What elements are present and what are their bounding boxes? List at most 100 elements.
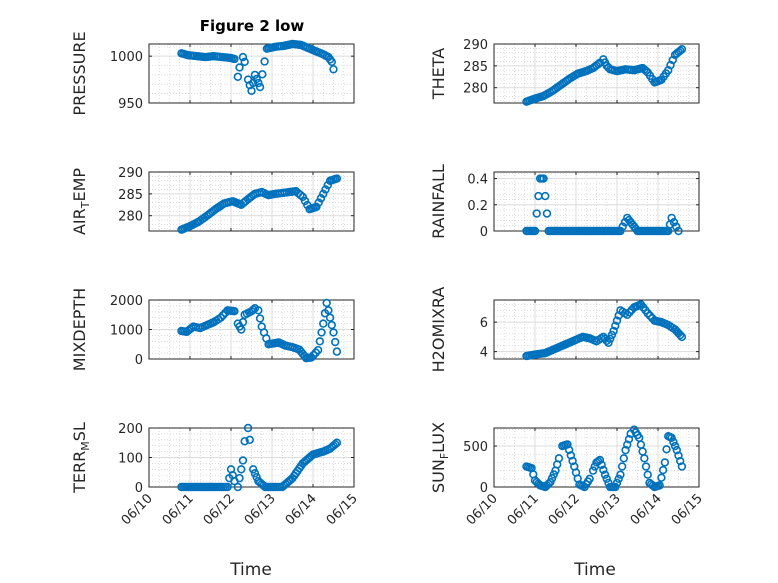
data-point xyxy=(249,465,258,474)
y-tick-label: 100 xyxy=(118,452,143,467)
data-point xyxy=(250,469,260,478)
data-point xyxy=(530,226,540,236)
data-point xyxy=(252,74,261,84)
data-point xyxy=(662,445,671,454)
data-point xyxy=(542,209,552,218)
axes-frame xyxy=(148,43,355,104)
data-point xyxy=(315,337,325,346)
data-series xyxy=(177,423,342,492)
data-point xyxy=(331,337,340,347)
data-point xyxy=(611,482,620,492)
data-point xyxy=(609,326,618,336)
axes-frame xyxy=(493,43,700,104)
subplot-rainfall: 0 0.2 0.4 RAINFALL xyxy=(429,164,700,240)
data-point xyxy=(600,470,610,479)
y-tick-label: 0 xyxy=(480,225,488,240)
y-tick-label: 290 xyxy=(118,166,143,181)
data-point xyxy=(641,462,651,471)
y-tick-label: 285 xyxy=(118,188,143,203)
data-point xyxy=(332,174,342,183)
data-series xyxy=(522,45,687,106)
data-point xyxy=(667,213,676,223)
data-point xyxy=(658,465,668,475)
y-tick-label: 285 xyxy=(463,60,488,75)
y-tick-label: 0 xyxy=(135,481,143,496)
subplot-h2omixra: 4 6 H2OMIXRA xyxy=(429,287,700,372)
x-axis-label-left: Time xyxy=(229,560,272,580)
data-point xyxy=(324,306,333,315)
data-point xyxy=(676,46,685,55)
data-point xyxy=(321,185,330,194)
data-series xyxy=(177,39,338,96)
data-point xyxy=(672,222,681,231)
data-point xyxy=(300,196,310,206)
data-point xyxy=(676,330,685,340)
y-axis-label: TERRMSL xyxy=(70,422,92,494)
x-tick-label: 06/10 xyxy=(119,491,156,528)
subplot-mixdepth: 0 1000 2000 MIXDEPTH xyxy=(70,288,355,371)
data-point xyxy=(597,460,606,470)
data-point xyxy=(677,45,687,54)
subplot-pressure: 950 1000 PRESSURE xyxy=(70,31,355,116)
y-axis-label: AIRTEMP xyxy=(70,168,92,235)
data-point xyxy=(676,456,685,466)
data-point xyxy=(233,482,243,492)
data-series xyxy=(522,425,687,492)
x-tick-label: 06/13 xyxy=(242,491,279,528)
x-axis-label-right: Time xyxy=(573,560,616,580)
subplot-air_temp: 280 285 290 AIRTEMP xyxy=(70,166,355,235)
data-point xyxy=(238,317,248,327)
data-point xyxy=(568,456,577,466)
subplot-sun_flux: 0 500 06/10 06/11 06/12 06/13 06/14 06/15 SUNFLU… xyxy=(429,422,706,528)
data-point xyxy=(258,70,267,79)
x-tick-label: 06/14 xyxy=(628,491,665,528)
data-point xyxy=(616,226,625,236)
axes-frame xyxy=(493,299,700,360)
x-tick-label: 06/11 xyxy=(160,491,197,528)
data-point xyxy=(298,192,307,202)
data-point xyxy=(319,189,328,199)
data-point xyxy=(240,437,249,446)
x-tick-label: 06/11 xyxy=(505,491,542,528)
data-point xyxy=(566,451,576,460)
y-tick-label: 1000 xyxy=(110,50,143,65)
y-tick-label: 4 xyxy=(480,346,488,361)
data-point xyxy=(623,440,632,449)
x-tick-label: 06/15 xyxy=(324,491,361,528)
data-series xyxy=(522,300,687,361)
data-point xyxy=(621,445,630,455)
data-point xyxy=(317,328,326,337)
y-tick-label: 280 xyxy=(463,82,488,97)
data-point xyxy=(672,445,681,455)
data-point xyxy=(331,440,340,449)
y-axis-label: THETA xyxy=(429,48,448,100)
y-tick-label: 1000 xyxy=(110,324,143,339)
data-point xyxy=(230,54,239,64)
x-tick-label: 06/15 xyxy=(669,491,706,528)
x-tick-label: 06/10 xyxy=(464,491,501,528)
y-tick-label: 0.4 xyxy=(467,173,488,188)
data-point xyxy=(238,52,248,62)
data-point xyxy=(230,307,239,316)
y-tick-label: 6 xyxy=(480,316,488,331)
data-point xyxy=(611,321,620,331)
data-point xyxy=(247,86,256,96)
y-tick-label: 0 xyxy=(135,353,143,368)
axes-frame xyxy=(148,171,355,232)
data-point xyxy=(532,209,541,218)
data-point xyxy=(255,82,265,92)
data-point xyxy=(332,347,342,356)
subplot-theta: 280 285 290 THETA xyxy=(429,38,700,106)
y-tick-label: 200 xyxy=(118,422,143,437)
data-point xyxy=(235,473,244,483)
data-point xyxy=(323,180,333,190)
data-point xyxy=(329,65,338,74)
data-point xyxy=(563,440,572,449)
subplot-terr_msl: 0 100 200 06/10 06/11 06/12 06/13 06/14 06/15 TER… xyxy=(70,422,361,528)
x-tick-label: 06/14 xyxy=(283,491,320,528)
data-point xyxy=(564,445,574,455)
data-point xyxy=(669,437,678,447)
data-point xyxy=(243,423,253,433)
